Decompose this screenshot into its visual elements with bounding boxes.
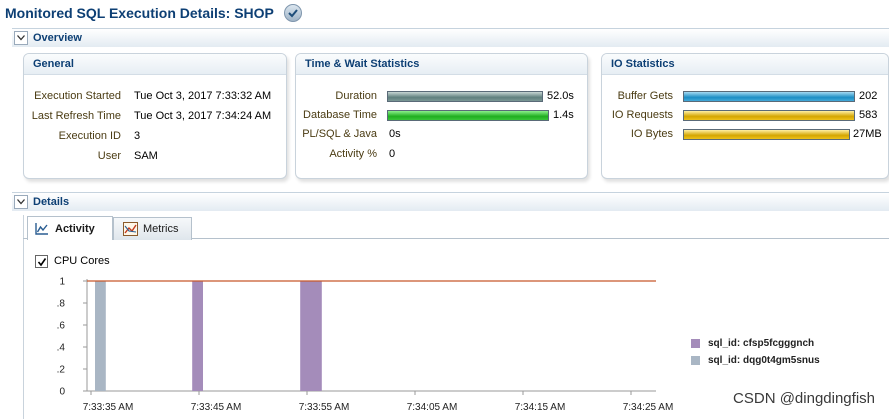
page-title: Monitored SQL Execution Details: SHOP	[5, 3, 302, 23]
cpu-cores-label: CPU Cores	[54, 255, 110, 267]
io-row-value: 202	[859, 90, 878, 102]
time-wait-row: PL/SQL & Java 0s	[296, 127, 587, 141]
time-wait-row-value: 0s	[389, 128, 401, 140]
legend-swatch	[691, 356, 700, 365]
database-time-bar	[387, 110, 549, 121]
general-row-label: Execution Started	[34, 90, 121, 102]
metrics-chart-icon	[123, 222, 138, 236]
legend-label: sql_id: cfsp5fcgggnch	[708, 338, 815, 349]
general-row-value: Tue Oct 3, 2017 7:33:32 AM	[134, 90, 272, 102]
io-bytes-bar	[683, 129, 850, 140]
general-row-label: Execution ID	[58, 130, 121, 142]
legend-item-dqg: sql_id: dqg0t4gm5snus	[691, 355, 820, 366]
io-row-label: IO Requests	[611, 109, 673, 121]
details-header[interactable]: Details	[12, 192, 889, 211]
checkmark-icon	[37, 257, 46, 266]
io-panel-title: IO Statistics	[602, 54, 888, 75]
io-row: Buffer Gets 202	[602, 89, 888, 103]
tab-metrics[interactable]: Metrics	[113, 217, 192, 240]
io-row-value: 27MB	[853, 128, 882, 140]
io-panel: IO Statistics Buffer Gets 202 IO Request…	[601, 53, 889, 179]
io-row: IO Requests 583	[602, 108, 888, 122]
tab-metrics-label: Metrics	[143, 223, 179, 235]
cpu-cores-checkbox[interactable]	[35, 255, 48, 268]
time-wait-panel: Time & Wait Statistics Duration 52.0s Da…	[295, 53, 588, 179]
general-row: User SAM	[24, 149, 286, 163]
details-title: Details	[33, 196, 70, 208]
details-panel	[23, 215, 889, 419]
watermark: CSDN @dingdingfish	[733, 390, 875, 407]
general-row-value: SAM	[134, 150, 158, 162]
time-wait-row-value: 52.0s	[547, 90, 574, 102]
time-wait-row-label: Activity %	[329, 148, 377, 160]
tab-activity[interactable]: Activity	[27, 216, 113, 240]
legend-item-cfsp: sql_id: cfsp5fcgggnch	[691, 338, 814, 349]
legend-label: sql_id: dqg0t4gm5snus	[708, 355, 820, 366]
io-requests-bar	[683, 110, 855, 121]
overview-header[interactable]: Overview	[12, 28, 889, 47]
buffer-gets-bar	[683, 91, 855, 102]
chevron-down-icon[interactable]	[14, 31, 28, 45]
duration-bar	[387, 91, 543, 102]
tab-divider	[23, 238, 889, 239]
time-wait-row-label: PL/SQL & Java	[302, 128, 377, 140]
checkmark-icon	[283, 4, 302, 22]
time-wait-row: Database Time 1.4s	[296, 108, 587, 122]
activity-chart-icon	[35, 222, 49, 235]
chevron-down-icon[interactable]	[14, 195, 28, 209]
general-row: Last Refresh Time Tue Oct 3, 2017 7:34:2…	[24, 109, 286, 123]
time-wait-panel-title: Time & Wait Statistics	[296, 54, 587, 75]
general-row: Execution Started Tue Oct 3, 2017 7:33:3…	[24, 89, 286, 103]
general-row: Execution ID 3	[24, 129, 286, 143]
overview-title: Overview	[33, 32, 82, 44]
general-panel-title: General	[24, 54, 286, 75]
general-row-value: Tue Oct 3, 2017 7:34:24 AM	[134, 110, 272, 122]
io-row-value: 583	[859, 109, 878, 121]
time-wait-row-label: Database Time	[303, 109, 377, 121]
general-panel: General Execution Started Tue Oct 3, 201…	[23, 53, 287, 179]
time-wait-row: Duration 52.0s	[296, 89, 587, 103]
time-wait-row-value: 1.4s	[553, 109, 574, 121]
io-row-label: Buffer Gets	[617, 90, 673, 102]
general-row-label: Last Refresh Time	[31, 110, 121, 122]
io-row-label: IO Bytes	[630, 128, 673, 140]
tab-activity-label: Activity	[55, 222, 95, 235]
legend-swatch	[691, 339, 700, 348]
general-row-label: User	[97, 150, 121, 162]
page-title-text: Monitored SQL Execution Details: SHOP	[5, 5, 274, 21]
io-row: IO Bytes 27MB	[602, 127, 888, 141]
time-wait-row: Activity % 0	[296, 147, 587, 161]
general-row-value: 3	[134, 130, 141, 142]
time-wait-row-label: Duration	[335, 90, 377, 102]
time-wait-row-value: 0	[389, 148, 396, 160]
